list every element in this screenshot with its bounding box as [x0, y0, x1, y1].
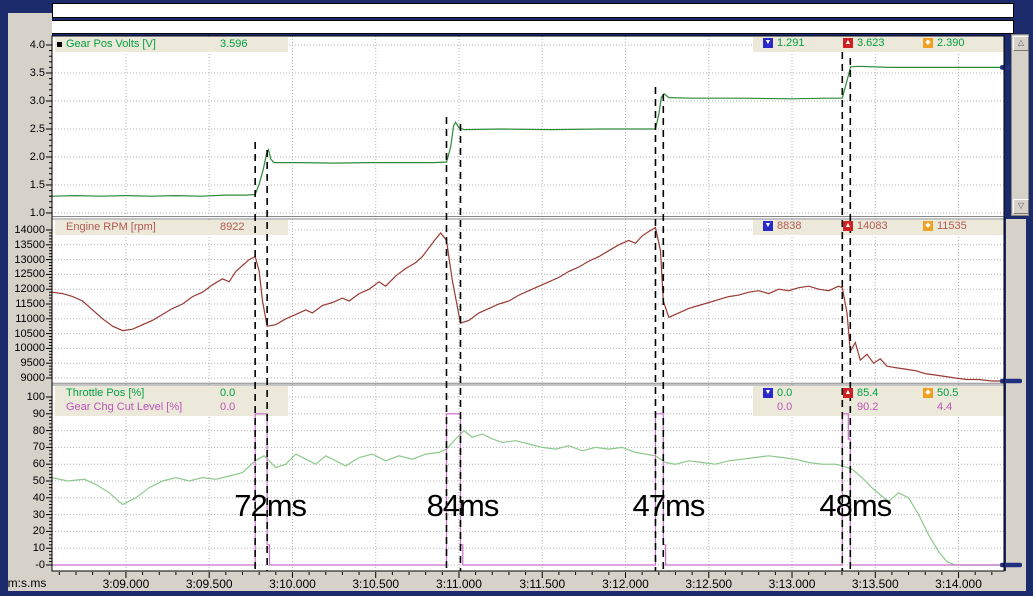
max-icon: ▲: [843, 221, 853, 231]
time-axis-unit-label: m:s.ms: [7, 576, 47, 590]
y-axis-label: 10000: [14, 342, 45, 355]
stat-avg-value: 2.390: [937, 37, 965, 49]
stat-max-value: 85.4: [857, 387, 879, 399]
x-axis-label: 3:10.000: [269, 577, 316, 591]
x-axis-label: 3:12.000: [602, 577, 649, 591]
y-axis-label: 1.5: [29, 178, 45, 191]
stat-avg-value: 50.5: [937, 387, 959, 399]
y-axis-label: 4.0: [29, 39, 45, 51]
y-axis-label: 12500: [14, 268, 45, 281]
y-axis-label: 50: [32, 474, 45, 487]
y-axis-label: 9000: [20, 371, 45, 384]
channel-name-label[interactable]: Gear Chg Cut Level [%]: [66, 401, 183, 413]
y-axis-label: 90: [32, 407, 45, 420]
channel-name-label[interactable]: Throttle Pos [%]: [66, 387, 145, 399]
y-axis-label: 13000: [14, 253, 45, 266]
y-axis-label: 12000: [14, 283, 45, 296]
y-axis-label: 40: [32, 491, 45, 504]
y-axis-label: 20: [32, 525, 45, 538]
channel-name-label[interactable]: Gear Pos Volts [V]: [66, 38, 156, 50]
y-axis-label: 100: [26, 390, 45, 403]
scroll-down-button[interactable]: ▽: [1013, 199, 1029, 214]
x-axis-label: 3:12.500: [685, 577, 733, 591]
y-axis-label: 2.0: [29, 150, 45, 163]
gear-change-annotation: 84ms: [426, 488, 500, 523]
gear-change-annotation: 48ms: [819, 488, 892, 523]
stat-min-value: 0.0: [777, 401, 793, 413]
max-icon: ▲: [843, 38, 853, 48]
active-channel-marker: [57, 42, 62, 47]
stat-min-value: 1.291: [777, 37, 805, 49]
min-icon: ▼: [763, 388, 773, 398]
avg-icon: ◆: [923, 38, 933, 48]
y-axis-label: 70: [32, 441, 45, 454]
y-axis-label: 10500: [14, 327, 45, 340]
y-axis-label: 3.5: [29, 67, 45, 79]
avg-icon: ◆: [923, 388, 933, 398]
stat-min-value: 8838: [777, 220, 802, 232]
gear-change-annotation: 47ms: [632, 488, 706, 523]
y-axis-label: 60: [32, 458, 45, 471]
y-axis-label: 80: [32, 424, 45, 437]
gear-change-annotation: 72ms: [234, 488, 307, 523]
y-axis-label: 9500: [20, 357, 45, 370]
channel-current-value: 0.0: [220, 401, 236, 413]
y-axis-label: 30: [32, 508, 45, 521]
x-axis-label: 3:13.000: [768, 577, 816, 591]
max-icon: ▲: [843, 388, 853, 398]
x-axis-label: 3:14.000: [935, 577, 982, 591]
y-axis-label: 3.0: [29, 95, 45, 107]
stat-max-value: 3.623: [857, 37, 885, 49]
toolbar-strip-1: [52, 3, 1014, 18]
scroll-up-button[interactable]: △: [1013, 36, 1029, 51]
channel-current-value: 8922: [220, 221, 245, 233]
min-icon: ▼: [763, 221, 773, 231]
y-axis-label: 1.0: [29, 206, 45, 219]
channel-current-value: 3.596: [220, 38, 248, 50]
x-axis-label: 3:09.000: [102, 577, 150, 591]
y-axis-label: 2.5: [29, 122, 45, 135]
stat-max-value: 14083: [857, 220, 888, 232]
y-axis-label: 13500: [14, 238, 45, 251]
stat-avg-value: 11535: [937, 220, 967, 232]
min-icon: ▼: [763, 38, 773, 48]
stat-min-value: 0.0: [777, 387, 793, 399]
y-axis-label: 14000: [14, 224, 45, 236]
channel-name-label[interactable]: Engine RPM [rpm]: [66, 221, 156, 233]
x-axis-label: 3:13.500: [851, 577, 899, 591]
stat-max-value: 90.2: [857, 401, 879, 413]
panel1-vertical-scrollbar[interactable]: △ ▽: [1011, 34, 1029, 216]
avg-icon: ◆: [923, 221, 933, 231]
y-axis-label: 11000: [15, 312, 45, 325]
channel-current-value: 0.0: [220, 387, 236, 399]
x-axis-label: 3:11.500: [519, 577, 566, 591]
stat-avg-value: 4.4: [937, 401, 953, 413]
y-axis-label: 10: [32, 542, 45, 555]
y-axis-label: 11500: [15, 298, 45, 310]
x-axis-label: 3:09.500: [185, 577, 233, 591]
y-axis-label: -0: [35, 559, 45, 571]
x-axis-label: 3:10.500: [352, 577, 400, 591]
x-axis-label: 3:11.000: [436, 577, 482, 591]
